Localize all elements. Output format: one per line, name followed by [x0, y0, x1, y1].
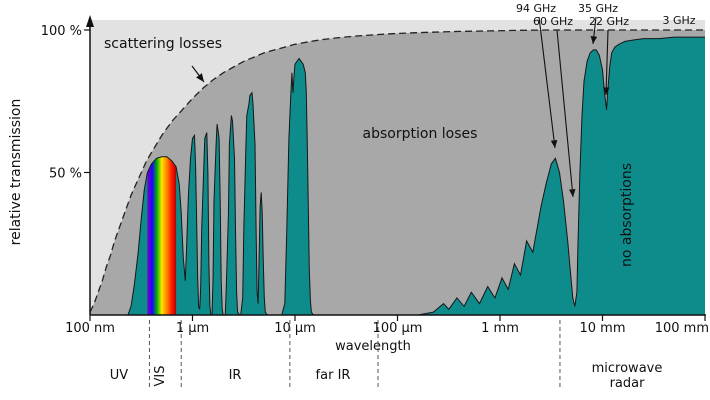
y-tick-label: 50 %: [49, 167, 82, 182]
no-absorptions-label: no absorptions: [619, 163, 635, 267]
y-tick-label: 100 %: [41, 24, 82, 39]
ghz-arrow-icon: [590, 16, 598, 45]
transmission-area: [127, 37, 705, 315]
x-tick-label: 100 µm: [373, 321, 423, 336]
band-label: IR: [229, 368, 242, 383]
ghz-arrow-icon: [538, 16, 558, 149]
ghz-label: 22 GHz: [589, 15, 629, 28]
band-label-line2: radar: [610, 376, 646, 391]
x-tick-label: 10 µm: [274, 321, 316, 336]
x-tick-label: 1 mm: [481, 321, 519, 336]
y-axis-title: relative transmission: [8, 99, 24, 246]
transmission-curve: [127, 36, 705, 316]
ghz-label: 3 GHz: [662, 14, 695, 27]
band-label: microwave: [592, 361, 663, 376]
ghz-arrow-icon: [556, 29, 576, 198]
x-tick-label: 100 nm: [65, 321, 115, 336]
y-axis-arrow-icon: [86, 15, 94, 27]
band-label: far IR: [316, 368, 351, 383]
x-axis-title: wavelength: [335, 339, 411, 354]
x-tick-label: 10 mm: [579, 321, 625, 336]
band-label-vis: VIS: [153, 366, 168, 387]
x-tick-label: 1 µm: [176, 321, 209, 336]
absorption-loses-label: absorption loses: [363, 126, 478, 142]
ghz-label: 60 GHz: [533, 15, 573, 28]
visible-spectrum-band: [147, 145, 177, 315]
ghz-label: 94 GHz: [516, 2, 556, 15]
scattering-losses-label: scattering losses: [104, 36, 222, 52]
x-tick-label: 100 mm: [655, 321, 709, 336]
ghz-label: 35 GHz: [578, 2, 618, 15]
scattering-envelope-curve: [89, 29, 705, 313]
scattering-arrow-icon: [191, 65, 205, 83]
band-label: UV: [110, 368, 129, 383]
ghz-arrow-icon: [602, 29, 610, 96]
